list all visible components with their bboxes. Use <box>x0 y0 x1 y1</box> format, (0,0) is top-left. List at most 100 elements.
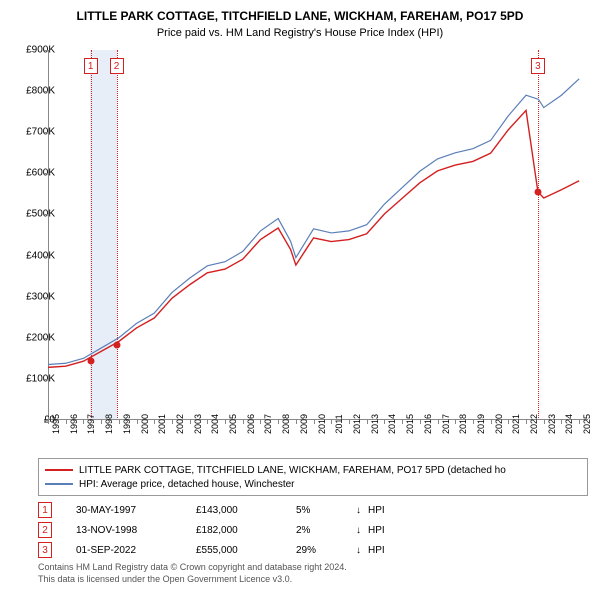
x-tick-label: 2025 <box>582 414 592 434</box>
legend-swatch <box>45 483 73 485</box>
x-tick-label: 2017 <box>441 414 451 434</box>
footnote-line: This data is licensed under the Open Gov… <box>38 574 347 586</box>
x-tick-mark <box>526 420 527 424</box>
marker-dot <box>534 188 541 195</box>
y-tick-label: £300K <box>10 291 55 302</box>
y-tick-mark <box>44 214 48 215</box>
x-tick-mark <box>137 420 138 424</box>
y-tick-mark <box>44 173 48 174</box>
y-tick-label: £200K <box>10 332 55 343</box>
x-tick-mark <box>508 420 509 424</box>
x-tick-label: 2021 <box>511 414 521 434</box>
x-tick-mark <box>83 420 84 424</box>
x-tick-mark <box>66 420 67 424</box>
x-tick-label: 1997 <box>86 414 96 434</box>
x-tick-mark <box>119 420 120 424</box>
sale-pct: 5% <box>296 505 356 516</box>
x-tick-mark <box>349 420 350 424</box>
x-tick-label: 2024 <box>564 414 574 434</box>
legend-label: HPI: Average price, detached house, Winc… <box>79 479 295 490</box>
y-tick-mark <box>44 91 48 92</box>
x-tick-mark <box>225 420 226 424</box>
x-tick-label: 2005 <box>228 414 238 434</box>
marker-dot <box>87 358 94 365</box>
x-tick-label: 2009 <box>299 414 309 434</box>
x-tick-label: 1998 <box>104 414 114 434</box>
footnote: Contains HM Land Registry data © Crown c… <box>38 562 347 585</box>
sale-ref: HPI <box>368 505 385 516</box>
x-tick-label: 2019 <box>476 414 486 434</box>
x-tick-label: 2018 <box>458 414 468 434</box>
sale-row: 130-MAY-1997£143,0005%↓HPI <box>38 500 385 520</box>
x-tick-mark <box>101 420 102 424</box>
sale-row: 3 01-SEP-2022£555,00029%↓HPI <box>38 540 385 560</box>
sale-number-box: 3 <box>38 542 52 558</box>
sale-pct: 2% <box>296 525 356 536</box>
x-tick-label: 2016 <box>423 414 433 434</box>
sales-table: 130-MAY-1997£143,0005%↓HPI213-NOV-1998£1… <box>38 500 385 560</box>
x-tick-mark <box>561 420 562 424</box>
x-tick-mark <box>473 420 474 424</box>
x-tick-mark <box>331 420 332 424</box>
y-tick-mark <box>44 50 48 51</box>
x-tick-label: 2004 <box>210 414 220 434</box>
sale-ref: HPI <box>368 545 385 556</box>
legend-row: HPI: Average price, detached house, Winc… <box>45 477 581 491</box>
sale-date: 13-NOV-1998 <box>76 525 196 536</box>
marker-number-box: 2 <box>110 58 124 74</box>
sale-number-box: 2 <box>38 522 52 538</box>
series-line-property <box>48 110 579 367</box>
x-tick-label: 2006 <box>246 414 256 434</box>
x-tick-label: 2008 <box>281 414 291 434</box>
x-tick-label: 2022 <box>529 414 539 434</box>
x-tick-mark <box>579 420 580 424</box>
x-tick-mark <box>278 420 279 424</box>
y-tick-mark <box>44 132 48 133</box>
y-tick-mark <box>44 297 48 298</box>
sale-number-box: 1 <box>38 502 52 518</box>
marker-number-box: 3 <box>531 58 545 74</box>
y-tick-label: £400K <box>10 250 55 261</box>
chart-title: LITTLE PARK COTTAGE, TITCHFIELD LANE, WI… <box>0 0 600 25</box>
down-arrow-icon: ↓ <box>356 525 368 536</box>
x-tick-label: 2011 <box>334 414 344 433</box>
legend-label: LITTLE PARK COTTAGE, TITCHFIELD LANE, WI… <box>79 465 506 476</box>
x-tick-mark <box>455 420 456 424</box>
sale-date: 30-MAY-1997 <box>76 505 196 516</box>
x-tick-mark <box>367 420 368 424</box>
sale-pct: 29% <box>296 545 356 556</box>
x-tick-label: 2014 <box>387 414 397 434</box>
sale-row: 2 13-NOV-1998£182,0002%↓HPI <box>38 520 385 540</box>
x-tick-label: 1999 <box>122 414 132 434</box>
y-tick-label: £700K <box>10 127 55 138</box>
series-line-hpi <box>48 79 579 365</box>
x-tick-label: 2003 <box>193 414 203 434</box>
x-tick-label: 2000 <box>140 414 150 434</box>
chart-container: LITTLE PARK COTTAGE, TITCHFIELD LANE, WI… <box>0 0 600 590</box>
sale-date: 01-SEP-2022 <box>76 545 196 556</box>
legend: LITTLE PARK COTTAGE, TITCHFIELD LANE, WI… <box>38 458 588 496</box>
x-tick-mark <box>172 420 173 424</box>
down-arrow-icon: ↓ <box>356 505 368 516</box>
x-tick-label: 2023 <box>547 414 557 434</box>
x-tick-label: 1995 <box>51 414 61 434</box>
x-tick-label: 1996 <box>69 414 79 434</box>
y-tick-mark <box>44 379 48 380</box>
legend-row: LITTLE PARK COTTAGE, TITCHFIELD LANE, WI… <box>45 463 581 477</box>
x-tick-mark <box>243 420 244 424</box>
legend-swatch <box>45 469 73 471</box>
x-tick-mark <box>48 420 49 424</box>
x-tick-mark <box>420 420 421 424</box>
sale-price: £182,000 <box>196 525 296 536</box>
y-tick-label: £600K <box>10 168 55 179</box>
y-tick-label: £100K <box>10 373 55 384</box>
x-tick-mark <box>544 420 545 424</box>
x-tick-label: 2013 <box>370 414 380 434</box>
x-tick-mark <box>260 420 261 424</box>
x-tick-label: 2010 <box>317 414 327 434</box>
x-tick-mark <box>402 420 403 424</box>
down-arrow-icon: ↓ <box>356 545 368 556</box>
sale-price: £555,000 <box>196 545 296 556</box>
x-tick-label: 2020 <box>494 414 504 434</box>
sale-ref: HPI <box>368 525 385 536</box>
